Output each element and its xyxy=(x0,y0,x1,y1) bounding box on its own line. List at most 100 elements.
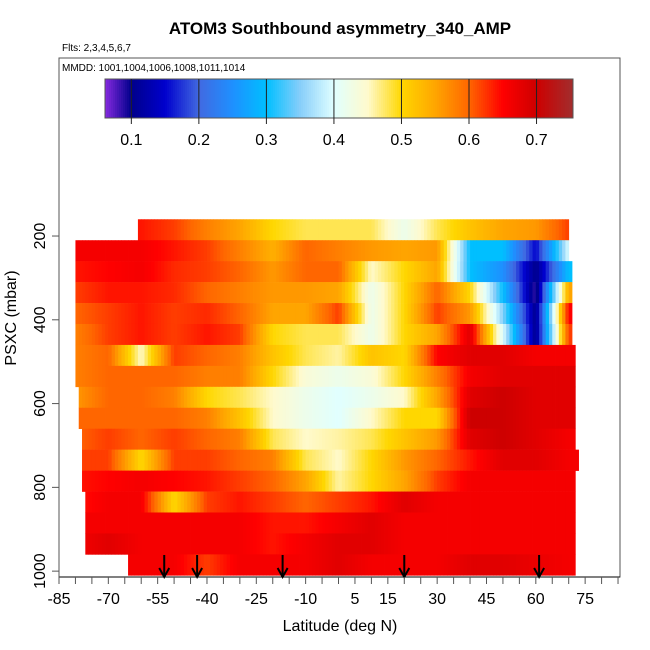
heat-cell xyxy=(358,407,362,430)
colorbar-swatch xyxy=(537,79,540,118)
heat-cell xyxy=(384,219,389,241)
heat-cell xyxy=(364,365,369,388)
heat-cell xyxy=(506,449,510,471)
heat-cell xyxy=(262,470,267,492)
heat-cell xyxy=(82,407,86,430)
heat-cell xyxy=(440,240,445,262)
heat-cell xyxy=(128,491,132,513)
heat-cell xyxy=(443,470,448,492)
heat-cell xyxy=(364,303,369,325)
heat-cell xyxy=(532,428,537,450)
heat-cell xyxy=(223,282,228,304)
heat-cell xyxy=(348,303,353,325)
heat-cell xyxy=(338,449,343,471)
heat-cell xyxy=(108,365,113,388)
heat-cell xyxy=(95,491,99,513)
colorbar-tick-label: 0.6 xyxy=(458,132,480,149)
heat-cell xyxy=(98,344,103,367)
heat-cell xyxy=(338,323,343,346)
heat-cell xyxy=(259,428,264,450)
heat-cell xyxy=(322,323,326,346)
heat-cell xyxy=(75,323,80,346)
heat-cell xyxy=(545,449,550,471)
heat-cell xyxy=(131,533,136,555)
colorbar-swatch xyxy=(487,79,490,118)
heat-cell xyxy=(105,407,109,430)
heat-cell xyxy=(269,470,274,492)
heat-cell xyxy=(522,303,527,325)
heat-cell xyxy=(502,533,507,555)
heat-cell xyxy=(348,449,353,471)
heat-cell xyxy=(305,470,310,492)
heat-cell xyxy=(562,240,566,262)
heat-cell xyxy=(325,533,330,555)
heat-cell xyxy=(105,491,109,513)
heat-cell xyxy=(121,512,126,534)
heat-cell xyxy=(450,512,455,534)
heat-cell xyxy=(358,449,362,471)
heat-cell xyxy=(571,428,576,450)
heat-cell xyxy=(121,428,126,450)
heat-cell xyxy=(361,282,366,304)
heat-cell xyxy=(456,407,461,430)
colorbar-swatch xyxy=(379,79,382,118)
heat-cell xyxy=(160,449,165,471)
heat-cell xyxy=(174,386,178,409)
heat-cell xyxy=(348,512,353,534)
heat-cell xyxy=(568,261,573,283)
heat-cell xyxy=(160,491,165,513)
colorbar-swatch xyxy=(183,79,186,118)
heat-cell xyxy=(249,282,254,304)
heat-cell xyxy=(249,365,254,388)
heat-cell xyxy=(417,428,422,450)
heat-cell xyxy=(548,282,553,304)
colorbar-swatch xyxy=(225,79,228,118)
heat-cell xyxy=(414,554,418,576)
heat-cell xyxy=(157,344,162,367)
heat-cell xyxy=(105,261,109,283)
heat-cell xyxy=(453,282,458,304)
heat-cell xyxy=(190,219,195,241)
heat-cell xyxy=(397,303,402,325)
heat-cell xyxy=(289,240,293,262)
heat-cell xyxy=(98,303,103,325)
x-tick-label: -25 xyxy=(245,591,268,608)
heat-cell xyxy=(545,512,550,534)
heat-cell xyxy=(236,303,241,325)
heat-cell xyxy=(424,470,428,492)
heat-cell xyxy=(157,449,162,471)
heat-cell xyxy=(354,240,359,262)
heat-cell xyxy=(430,303,435,325)
heat-cell xyxy=(121,407,126,430)
heat-cell xyxy=(328,282,333,304)
colorbar-swatch xyxy=(479,79,482,118)
heat-cell xyxy=(483,554,487,576)
heat-cell xyxy=(400,407,405,430)
heat-cell xyxy=(226,261,231,283)
colorbar-swatch xyxy=(473,79,476,118)
heat-cell xyxy=(276,554,280,576)
heat-cell xyxy=(266,386,270,409)
heat-cell xyxy=(516,386,520,409)
heat-cell xyxy=(200,470,205,492)
heat-cell xyxy=(493,512,497,534)
heat-cell xyxy=(447,240,451,262)
heat-cell xyxy=(147,470,152,492)
heat-cell xyxy=(203,303,208,325)
colorbar-swatch xyxy=(349,79,352,118)
colorbar-swatch xyxy=(217,79,220,118)
heat-cell xyxy=(269,428,274,450)
colorbar-swatch xyxy=(307,79,310,118)
heat-cell xyxy=(562,407,566,430)
heat-cell xyxy=(249,323,254,346)
heat-cell xyxy=(151,219,155,241)
heat-cell xyxy=(414,282,418,304)
heat-cell xyxy=(483,491,487,513)
y-tick-label: 1000 xyxy=(32,553,49,589)
colorbar-swatch xyxy=(523,79,526,118)
heat-cell xyxy=(193,470,198,492)
colorbar-swatch xyxy=(299,79,302,118)
heat-cell xyxy=(239,240,244,262)
heat-cell xyxy=(262,491,267,513)
heat-cell xyxy=(216,407,221,430)
